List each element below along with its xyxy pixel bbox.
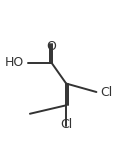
Text: HO: HO (5, 57, 24, 69)
Text: Cl: Cl (100, 86, 112, 98)
Text: O: O (47, 40, 57, 53)
Text: Cl: Cl (60, 118, 72, 131)
